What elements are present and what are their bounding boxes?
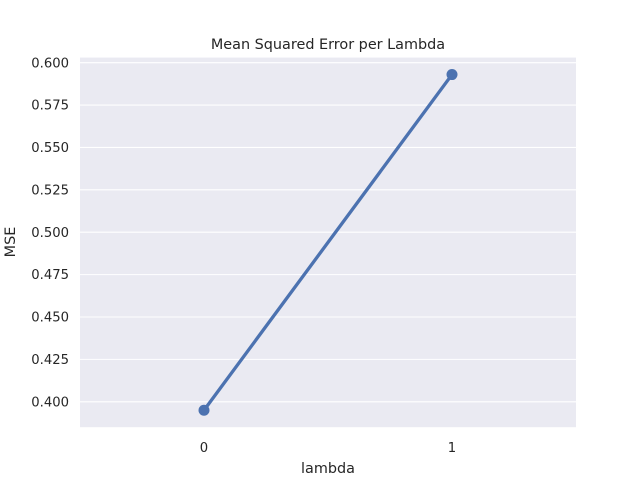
- x-tick-label: 0: [200, 441, 208, 456]
- series-layer: [198, 69, 458, 416]
- y-tick-label: 0.550: [31, 141, 69, 156]
- y-axis-ticks: 0.400 0.425 0.450 0.475 0.500 0.525 0.550 0.575…: [31, 56, 69, 410]
- y-axis-label: MSE: [3, 227, 19, 258]
- x-tick-label: 1: [448, 441, 456, 456]
- data-point: [446, 69, 458, 81]
- y-tick-label: 0.575: [31, 99, 69, 114]
- chart-title: Mean Squared Error per Lambda: [211, 37, 445, 53]
- y-tick-label: 0.500: [31, 226, 69, 241]
- y-tick-label: 0.400: [31, 395, 69, 410]
- x-axis-label: lambda: [301, 461, 355, 477]
- y-tick-label: 0.425: [31, 353, 69, 368]
- y-tick-label: 0.525: [31, 183, 69, 198]
- data-point: [198, 404, 210, 416]
- series-line: [202, 72, 454, 412]
- y-tick-label: 0.600: [31, 56, 69, 71]
- grid-lines: [80, 62, 576, 403]
- y-tick-label: 0.450: [31, 311, 69, 326]
- y-tick-label: 0.475: [31, 268, 69, 283]
